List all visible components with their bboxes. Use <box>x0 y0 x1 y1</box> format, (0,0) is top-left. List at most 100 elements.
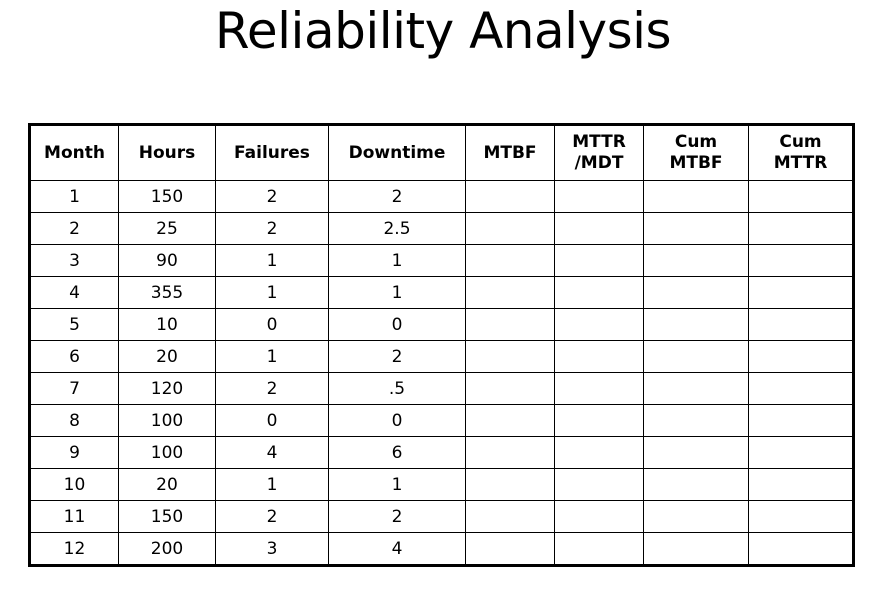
table-cell-hours: 90 <box>118 244 216 277</box>
table-row: 3 90 1 1 <box>29 244 854 277</box>
table-header-row: Month Hours Failures Downtime MTBF MTTR/MDT Cu… <box>29 124 854 181</box>
column-header-failures: Failures <box>215 124 329 181</box>
table-cell-downtime: 2 <box>328 340 466 373</box>
table-row: 6 20 1 2 <box>29 340 854 373</box>
table-cell-mtbf <box>465 436 555 469</box>
table-cell-cum-mtbf <box>643 340 749 373</box>
column-header-line: MTTR <box>773 153 828 173</box>
table-cell-cum-mttr <box>748 276 854 309</box>
column-header-line: /MDT <box>574 153 624 173</box>
table-cell-cum-mttr <box>748 308 854 341</box>
table-row: 4 355 1 1 <box>29 276 854 309</box>
table-cell-cum-mtbf <box>643 180 749 213</box>
table-cell-cum-mttr <box>748 532 854 566</box>
table-cell-month: 2 <box>29 212 119 245</box>
table-cell-downtime: 4 <box>328 532 466 566</box>
column-header-cum-mttr: Cum MTTR <box>748 124 854 181</box>
table-cell-failures: 1 <box>215 340 329 373</box>
table-cell-mtbf <box>465 500 555 533</box>
table-row: 12 200 3 4 <box>29 532 854 566</box>
table-cell-hours: 200 <box>118 532 216 566</box>
table-cell-mtbf <box>465 308 555 341</box>
table-row: 7 120 2.5 <box>29 372 854 405</box>
table-cell-mtbf <box>465 404 555 437</box>
table-cell-downtime: 6 <box>328 436 466 469</box>
table-cell-hours: 20 <box>118 340 216 373</box>
table-cell-mttr-mdt <box>554 340 644 373</box>
column-header-downtime: Downtime <box>328 124 466 181</box>
table-cell-mttr-mdt <box>554 404 644 437</box>
table-cell-cum-mttr <box>748 404 854 437</box>
table-cell-cum-mttr <box>748 340 854 373</box>
table-cell-month: 3 <box>29 244 119 277</box>
table-cell-cum-mtbf <box>643 244 749 277</box>
table-cell-mttr-mdt <box>554 308 644 341</box>
table-body: 1 150 2 2 2 25 2 2.5 3 90 1 1 4 355 1 1 5 10 0 0 6 20 1 2 7 120 2.… <box>29 180 854 566</box>
table-cell-downtime: 1 <box>328 244 466 277</box>
table-cell-mttr-mdt <box>554 436 644 469</box>
table-cell-cum-mtbf <box>643 404 749 437</box>
table-cell-mtbf <box>465 340 555 373</box>
column-header-line: Failures <box>234 142 310 163</box>
table-cell-cum-mttr <box>748 244 854 277</box>
table-cell-mttr-mdt <box>554 244 644 277</box>
table-cell-month: 12 <box>29 532 119 566</box>
table-cell-month: 1 <box>29 180 119 213</box>
column-header-line: Downtime <box>348 142 446 163</box>
table-cell-downtime: .5 <box>328 372 466 405</box>
table-cell-month: 5 <box>29 308 119 341</box>
column-header-mtbf: MTBF <box>465 124 555 181</box>
table-cell-failures: 3 <box>215 532 329 566</box>
table-row: 8 100 0 0 <box>29 404 854 437</box>
table-cell-cum-mttr <box>748 436 854 469</box>
table-cell-cum-mtbf <box>643 212 749 245</box>
table-cell-mtbf <box>465 180 555 213</box>
column-header-line: Hours <box>138 142 196 163</box>
table-cell-cum-mttr <box>748 372 854 405</box>
table-cell-cum-mttr <box>748 180 854 213</box>
table-cell-hours: 20 <box>118 468 216 501</box>
table-cell-cum-mttr <box>748 212 854 245</box>
table-cell-mtbf <box>465 532 555 566</box>
column-header-hours: Hours <box>118 124 216 181</box>
table-cell-cum-mtbf <box>643 372 749 405</box>
table-cell-mtbf <box>465 244 555 277</box>
table-cell-failures: 2 <box>215 212 329 245</box>
table-cell-month: 9 <box>29 436 119 469</box>
table-cell-cum-mtbf <box>643 532 749 566</box>
table-cell-mttr-mdt <box>554 468 644 501</box>
table-cell-failures: 2 <box>215 372 329 405</box>
table-cell-failures: 4 <box>215 436 329 469</box>
column-header-month: Month <box>29 124 119 181</box>
table-cell-mttr-mdt <box>554 532 644 566</box>
column-header-line: MTTR <box>572 132 626 152</box>
table-cell-month: 11 <box>29 500 119 533</box>
table-cell-cum-mtbf <box>643 308 749 341</box>
table-row: 5 10 0 0 <box>29 308 854 341</box>
table-row: 11 150 2 2 <box>29 500 854 533</box>
table-cell-mttr-mdt <box>554 372 644 405</box>
table-cell-hours: 25 <box>118 212 216 245</box>
table-cell-hours: 120 <box>118 372 216 405</box>
table-cell-downtime: 0 <box>328 308 466 341</box>
table-cell-month: 8 <box>29 404 119 437</box>
table-cell-failures: 2 <box>215 180 329 213</box>
table-cell-month: 4 <box>29 276 119 309</box>
table-cell-hours: 355 <box>118 276 216 309</box>
table-cell-failures: 0 <box>215 404 329 437</box>
column-header-line: Cum <box>779 132 822 152</box>
table-cell-mtbf <box>465 212 555 245</box>
table-cell-mttr-mdt <box>554 276 644 309</box>
table-cell-downtime: 1 <box>328 468 466 501</box>
table-cell-month: 7 <box>29 372 119 405</box>
table-cell-mtbf <box>465 468 555 501</box>
table-cell-cum-mttr <box>748 468 854 501</box>
table-cell-cum-mtbf <box>643 500 749 533</box>
table-cell-month: 10 <box>29 468 119 501</box>
table-cell-hours: 150 <box>118 180 216 213</box>
column-header-line: Month <box>44 142 105 163</box>
table-cell-downtime: 2.5 <box>328 212 466 245</box>
table-cell-cum-mtbf <box>643 276 749 309</box>
table-cell-downtime: 2 <box>328 500 466 533</box>
table-cell-hours: 100 <box>118 404 216 437</box>
